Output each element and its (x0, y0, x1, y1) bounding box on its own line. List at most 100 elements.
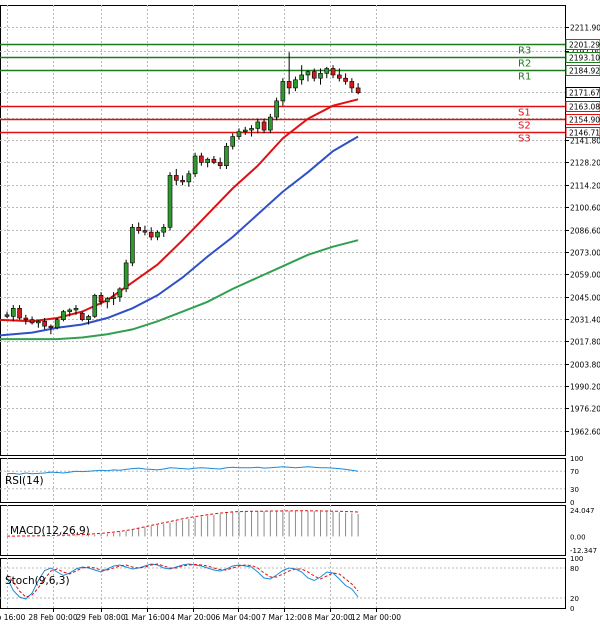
time-label: b 16:00 (0, 613, 26, 622)
level-price-box (565, 114, 600, 125)
candle (224, 143, 229, 169)
level-name-r2: R2 (518, 59, 531, 70)
rsi-line (6, 466, 359, 475)
time-label: 29 Feb 08:00 (76, 613, 125, 622)
candle (280, 78, 286, 106)
candle-body (180, 179, 185, 183)
candle-body (199, 155, 204, 163)
price-axis-label: 2128.20 (570, 159, 600, 168)
current-price-label: 2171.67 (569, 89, 600, 98)
candle (123, 259, 129, 293)
candle (98, 292, 104, 306)
candle-body (155, 231, 160, 238)
candle-body (242, 129, 248, 132)
candle-body (311, 71, 317, 79)
moving-average-line (0, 239, 359, 341)
candle (311, 68, 317, 82)
candle-body (54, 319, 60, 329)
stoch-axis-label: 20 (570, 595, 579, 603)
candle (211, 155, 217, 165)
candle-body (105, 298, 110, 303)
candle-body (123, 262, 129, 290)
candle (299, 65, 304, 85)
candle (268, 113, 273, 134)
price-axis-label: 1976.20 (570, 405, 600, 414)
candle (173, 168, 179, 186)
candle (318, 68, 323, 85)
macd-axis-label: -12.347 (570, 547, 597, 555)
candle (305, 70, 311, 82)
candle (355, 83, 361, 95)
level-price-label-s3: 2146.71 (569, 129, 600, 138)
candle-body (111, 296, 116, 299)
candle (249, 125, 254, 137)
candle-body (343, 77, 348, 82)
rsi-panel-frame (0, 458, 566, 503)
candle-body (286, 81, 292, 89)
candle-body (67, 309, 72, 312)
macd-axis-label: 24.047 (570, 507, 595, 515)
candle-body (324, 68, 330, 74)
level-name-r1: R1 (518, 72, 531, 83)
level-price-box (565, 65, 600, 76)
candle-body (136, 226, 141, 231)
stoch-k-line (6, 563, 359, 600)
level-price-label-r2: 2193.10 (569, 54, 600, 63)
candle-body (205, 158, 210, 163)
time-label: 7 Mar 12:00 (261, 613, 307, 622)
candle (286, 52, 292, 95)
price-axis-label: 2003.80 (570, 361, 600, 370)
candle-body (42, 320, 47, 327)
candle (42, 318, 47, 330)
candle-body (192, 155, 198, 175)
stoch-axis-label: 0 (570, 605, 574, 613)
price-axis-label: 1990.20 (570, 383, 600, 392)
candle-body (98, 295, 104, 303)
candle-body (236, 131, 242, 137)
stoch-axis-label: 100 (570, 555, 583, 563)
candle (111, 292, 116, 306)
candle-body (249, 128, 254, 131)
candle-body (349, 81, 355, 89)
candle (199, 152, 204, 166)
candle-body (4, 314, 10, 317)
candle-body (10, 308, 16, 317)
candle (67, 308, 72, 317)
candle (293, 76, 298, 92)
candle-body (17, 308, 22, 319)
candle-body (305, 71, 311, 76)
candle (192, 152, 198, 178)
rsi-axis-label: 100 (570, 455, 583, 463)
rsi-axis-label: 30 (570, 486, 579, 494)
candle-body (293, 79, 298, 89)
candle-body (230, 136, 236, 147)
candle (10, 305, 16, 322)
time-label: 4 Mar 20:00 (170, 613, 216, 622)
price-axis-label: 2114.20 (570, 182, 600, 191)
time-label: 28 Feb 00:00 (28, 613, 77, 622)
candle (205, 157, 210, 168)
stoch-axis-label: 80 (570, 565, 579, 573)
candle-body (268, 116, 273, 131)
candle-body (161, 226, 167, 233)
candle (324, 66, 330, 79)
candle-body (255, 121, 261, 129)
candle (261, 118, 267, 134)
rsi-axis-label: 0 (570, 499, 574, 507)
candle (17, 305, 22, 320)
candle (79, 311, 85, 322)
candle-body (330, 68, 336, 76)
candle (54, 318, 60, 330)
candle (161, 224, 167, 238)
candle (167, 172, 173, 231)
level-price-label-r3: 2201.29 (569, 41, 600, 50)
candle (23, 314, 29, 325)
time-label: 6 Mar 04:00 (215, 613, 261, 622)
candle (86, 314, 91, 325)
candle-body (79, 312, 85, 320)
macd-panel-frame (0, 505, 566, 556)
price-axis-label: 2017.80 (570, 338, 600, 347)
candle (73, 305, 79, 315)
